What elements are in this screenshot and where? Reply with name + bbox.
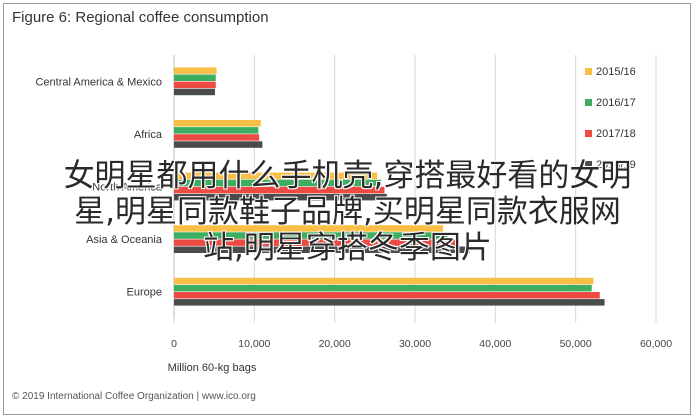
bar bbox=[174, 232, 448, 239]
bars bbox=[174, 67, 605, 306]
x-tick-labels: 0 10,000 20,000 30,000 40,000 50,000 60,000 bbox=[171, 338, 672, 350]
bar bbox=[174, 284, 592, 292]
category-label: Africa bbox=[134, 129, 163, 141]
bar bbox=[174, 67, 217, 74]
bar bbox=[174, 225, 444, 232]
x-tick-label: 20,000 bbox=[319, 338, 351, 350]
bar bbox=[174, 127, 259, 134]
bar bbox=[174, 186, 385, 194]
legend-label: 2016/17 bbox=[596, 97, 636, 109]
category-label: Asia & Oceania bbox=[86, 234, 163, 246]
copyright-footer: © 2019 International Coffee Organization… bbox=[12, 391, 256, 402]
legend-label: 2017/18 bbox=[596, 128, 636, 140]
bar bbox=[174, 120, 261, 127]
legend-swatch bbox=[585, 130, 592, 137]
bar bbox=[174, 299, 605, 306]
bar bbox=[174, 74, 216, 81]
x-tick-label: 30,000 bbox=[399, 338, 431, 350]
legend: 2015/16 2016/17 2017/18 2018/19 bbox=[585, 66, 636, 171]
x-tick-label: 50,000 bbox=[560, 338, 592, 350]
bar bbox=[174, 193, 387, 201]
x-tick-label: 60,000 bbox=[640, 338, 672, 350]
bar bbox=[174, 179, 382, 187]
bar bbox=[174, 172, 378, 180]
bar bbox=[174, 239, 460, 246]
x-tick-label: 40,000 bbox=[479, 338, 511, 350]
category-label: North America bbox=[92, 182, 163, 194]
category-label: Central America & Mexico bbox=[35, 76, 162, 88]
figure-frame bbox=[3, 3, 691, 415]
legend-swatch bbox=[585, 161, 592, 168]
bar bbox=[174, 277, 594, 285]
legend-swatch bbox=[585, 99, 592, 106]
x-tick-label: 10,000 bbox=[238, 338, 270, 350]
bar bbox=[174, 88, 215, 96]
x-tick-label: 0 bbox=[171, 338, 177, 350]
bar bbox=[174, 246, 470, 253]
bar bbox=[174, 292, 600, 299]
legend-swatch bbox=[585, 68, 592, 75]
legend-label: 2015/16 bbox=[596, 66, 636, 78]
bar bbox=[174, 141, 263, 148]
chart-title: Figure 6: Regional coffee consumption bbox=[12, 9, 269, 26]
legend-label: 2018/19 bbox=[596, 159, 636, 171]
category-labels: Central America & Mexico Africa North Amer… bbox=[35, 76, 162, 298]
bar bbox=[174, 134, 260, 141]
x-axis-title: Million 60-kg bags bbox=[168, 362, 257, 374]
bar bbox=[174, 81, 216, 89]
category-label: Europe bbox=[127, 287, 162, 299]
